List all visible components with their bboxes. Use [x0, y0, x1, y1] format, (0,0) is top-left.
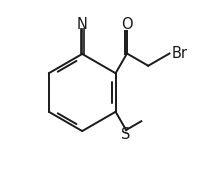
Text: S: S	[121, 127, 131, 142]
Text: O: O	[121, 17, 133, 32]
Text: N: N	[77, 17, 88, 32]
Text: Br: Br	[172, 46, 188, 61]
